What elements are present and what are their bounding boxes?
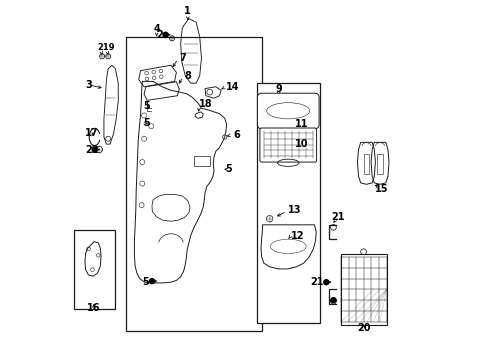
Circle shape: [92, 147, 97, 152]
Text: 14: 14: [225, 82, 239, 92]
Circle shape: [323, 280, 328, 285]
Text: 21: 21: [309, 277, 323, 287]
Bar: [376, 154, 382, 174]
Text: 5: 5: [142, 277, 149, 287]
Text: 17: 17: [85, 129, 98, 138]
Bar: [257, 83, 319, 323]
Text: 12: 12: [290, 231, 304, 240]
Circle shape: [330, 298, 335, 303]
Bar: [340, 253, 386, 325]
Text: 2: 2: [156, 30, 163, 40]
Bar: [363, 154, 368, 174]
Bar: [74, 230, 115, 309]
Bar: [194, 156, 210, 166]
Text: 18: 18: [198, 99, 212, 109]
Text: 9: 9: [275, 84, 282, 94]
Text: 219: 219: [97, 43, 115, 52]
Text: 15: 15: [374, 184, 387, 194]
Text: 22: 22: [85, 144, 98, 154]
Text: 5: 5: [143, 102, 150, 112]
Text: 5: 5: [224, 164, 231, 174]
Text: 1: 1: [183, 6, 190, 17]
Text: 3: 3: [85, 80, 91, 90]
Circle shape: [149, 279, 154, 284]
Bar: [126, 37, 262, 330]
FancyBboxPatch shape: [260, 128, 316, 162]
Text: 16: 16: [87, 303, 101, 314]
Text: 4: 4: [153, 24, 160, 35]
FancyBboxPatch shape: [257, 93, 319, 129]
Text: 5: 5: [143, 118, 150, 128]
Text: 11: 11: [294, 120, 307, 129]
Text: 10: 10: [294, 139, 307, 149]
Text: 20: 20: [356, 323, 369, 333]
Text: 6: 6: [233, 130, 239, 140]
Circle shape: [163, 32, 168, 37]
Text: 8: 8: [184, 71, 191, 81]
Text: 21: 21: [331, 212, 345, 221]
Text: 7: 7: [179, 53, 185, 63]
Text: 13: 13: [287, 206, 301, 216]
